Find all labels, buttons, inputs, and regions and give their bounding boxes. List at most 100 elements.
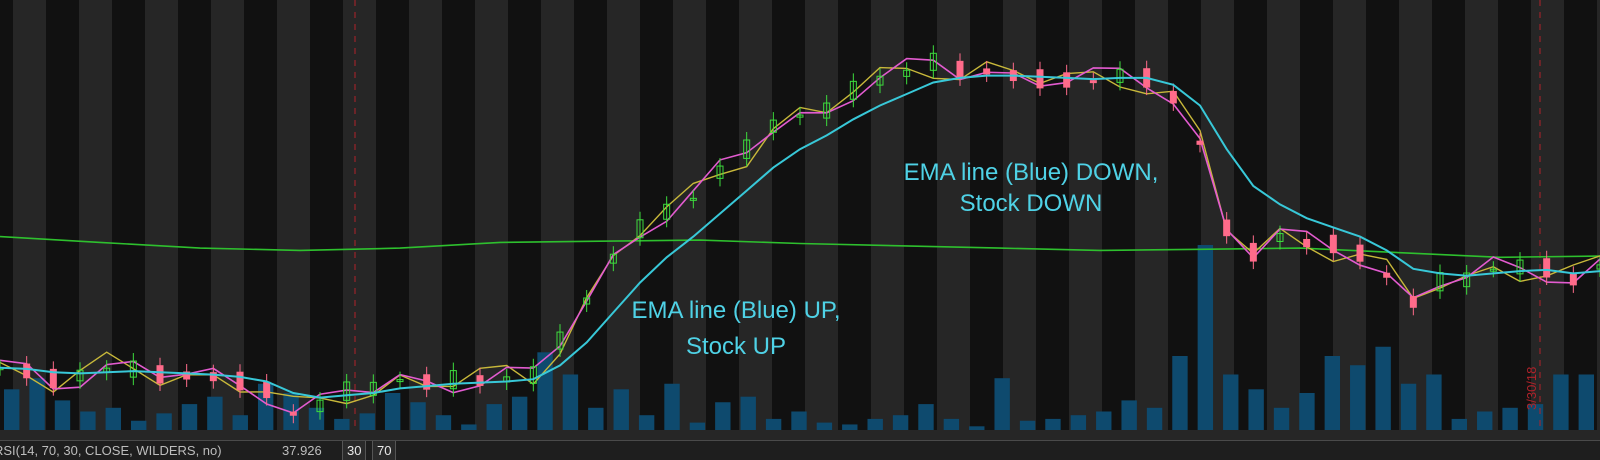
annotation-ema-down: EMA line (Blue) DOWN, Stock DOWN [904,159,1159,217]
volume-bars [4,245,1594,430]
volume-bar [1172,356,1188,430]
volume-bar [359,413,375,430]
rsi-study-label[interactable]: RSI(14, 70, 30, CLOSE, WILDERS, no) [0,443,222,458]
volume-bar [1426,374,1442,430]
session-band [640,0,673,430]
candle-body [49,368,57,389]
candle-body [1276,233,1284,242]
volume-bar [461,424,477,430]
volume-bar [130,420,147,430]
volume-bar [867,418,883,430]
session-band [508,0,541,430]
annotation-ema-down-line2: Stock DOWN [960,190,1103,217]
candle-body [1543,258,1551,278]
volume-bar [969,426,985,430]
date-marker-label: 3/30/18 [1524,367,1539,410]
volume-bar [765,418,782,430]
candle-body [316,399,324,413]
volume-bar [1223,374,1239,430]
session-band [178,0,211,430]
candle-body [1329,234,1337,254]
candle-body [23,363,31,379]
candle-body [369,381,377,396]
candle-body [636,219,644,239]
rsi-overbought-level[interactable]: 70 [372,441,397,460]
volume-bar [54,400,71,430]
session-band [574,0,607,430]
candle-body [849,80,857,100]
rsi-value: 37.926 [282,443,322,458]
volume-bar [384,393,401,430]
volume-bar [715,402,731,430]
volume-bar [207,396,223,430]
candle-body [76,369,84,382]
candle-body [1116,68,1124,83]
volume-bar [181,404,198,430]
candle-body [1409,296,1417,308]
session-band [1564,0,1597,430]
volume-bar [1045,418,1061,430]
annotation-ema-up: EMA line (Blue) UP, Stock UP [632,297,841,360]
volume-bar [105,407,121,430]
candle-body [983,68,991,75]
volume-bar [156,413,172,430]
volume-bar [1553,374,1569,430]
session-band [1498,0,1531,430]
session-band [772,0,805,430]
session-band [376,0,409,430]
price-series [0,45,1600,424]
candle-body [476,375,484,386]
volume-bar [791,411,807,430]
volume-bar [1248,389,1264,430]
volume-bar [1477,411,1493,430]
candle-body [423,374,431,390]
candle-body [449,370,457,390]
candle-body [663,203,671,220]
candle-body [769,119,777,133]
volume-bar [562,374,579,430]
ema-line [0,74,1600,399]
volume-bar [816,422,833,430]
candle-body [183,371,191,380]
candle-body [609,253,617,264]
rsi-oversold-level[interactable]: 30 [342,441,367,460]
volume-bar [1350,365,1366,430]
volume-bar [588,407,604,430]
candle-body [1303,238,1311,248]
volume-bar [664,383,680,430]
volume-bar [943,418,960,430]
volume-bar [1019,420,1036,430]
volume-bar [435,415,452,430]
candle-body [1463,272,1471,288]
candle-body [1383,272,1391,278]
candle-body [129,360,137,378]
candle-body [876,75,884,86]
volume-bar [1324,356,1341,430]
candle-body [1169,91,1177,104]
volume-bar [1578,374,1594,430]
session-band [1102,0,1135,430]
session-band [706,0,739,430]
session-band [46,0,79,430]
candle-body [396,379,404,383]
session-band [442,0,475,430]
session-band [310,0,343,430]
volume-bar [486,404,502,430]
candle-body [583,297,591,305]
volume-bar [994,378,1010,430]
volume-bar [80,411,96,430]
volume-bar [1451,418,1468,430]
stock-chart[interactable]: EMA line (Blue) UP, Stock UP EMA line (B… [0,0,1600,440]
candle-body [1223,219,1231,237]
candle-body [1249,242,1257,262]
candle-body [929,52,937,71]
volume-bar [1070,415,1087,430]
volume-bar [1502,407,1518,430]
candle-body [289,411,297,416]
volume-bar [1273,407,1290,430]
candle-body [1489,268,1497,272]
session-band [244,0,277,430]
volume-bar [613,389,629,430]
candle-body [156,365,164,384]
candle-body [903,69,911,77]
